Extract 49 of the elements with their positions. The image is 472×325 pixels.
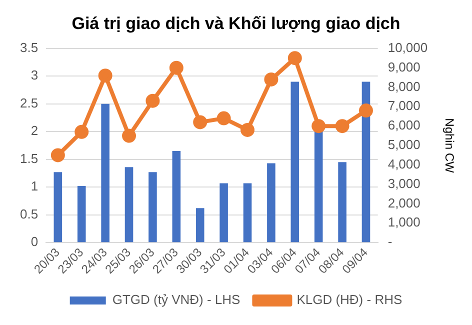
y2-tick-label: 5,000: [388, 137, 420, 152]
bar: [101, 104, 110, 242]
y2-tick-label: 9,000: [388, 59, 420, 74]
chart-title: Giá trị giao dịch và Khối lượng giao dịch: [72, 14, 400, 33]
y2-tick-label: 2,000: [388, 195, 420, 210]
y-tick-label: 1.5: [20, 150, 38, 166]
bar: [196, 208, 204, 242]
point: [193, 115, 208, 130]
y-tick-label: 3.5: [20, 40, 38, 55]
point: [216, 111, 231, 126]
legend-label: GTGD (tỷ VNĐ) - LHS: [112, 292, 241, 308]
y2-axis-title: Nghin CW: [442, 118, 456, 174]
bar: [148, 172, 157, 242]
bar: [77, 186, 86, 242]
y-tick-label: 1: [30, 178, 38, 194]
point: [169, 60, 184, 75]
y2-tick-label: 7,000: [388, 98, 420, 114]
y-tick-label: 0: [30, 234, 38, 250]
bar: [124, 167, 134, 242]
point: [50, 148, 65, 162]
bar: [54, 172, 62, 242]
y2-tick-label: 10,000: [388, 40, 428, 55]
y2-tick-label: 8,000: [388, 78, 420, 94]
point: [122, 128, 136, 143]
point: [312, 119, 326, 134]
bar: [243, 183, 252, 242]
y-tick-label: 2.5: [20, 95, 38, 110]
bar: [267, 163, 276, 242]
bar: [290, 82, 300, 242]
bar: [220, 183, 228, 242]
legend-label: KLGD (HĐ) - RHS: [296, 292, 402, 308]
point: [240, 122, 254, 137]
point: [146, 94, 160, 108]
point: [358, 104, 373, 118]
y-tick-label: 0.5: [20, 206, 38, 222]
point: [335, 119, 350, 134]
point: [74, 124, 89, 139]
y-tick-label: 2: [30, 123, 38, 138]
y-tick-label: 3: [30, 68, 38, 83]
y2-tick-label: 1,000: [388, 214, 420, 230]
y2-tick-label: -: [388, 234, 392, 250]
bar: [172, 151, 181, 242]
y2-tick-label: 6,000: [388, 118, 420, 133]
y2-tick-label: 3,000: [388, 176, 420, 191]
point: [288, 51, 302, 66]
bar: [338, 162, 346, 242]
point: [98, 68, 112, 83]
y2-tick-label: 4,000: [388, 156, 420, 172]
point: [264, 72, 278, 86]
